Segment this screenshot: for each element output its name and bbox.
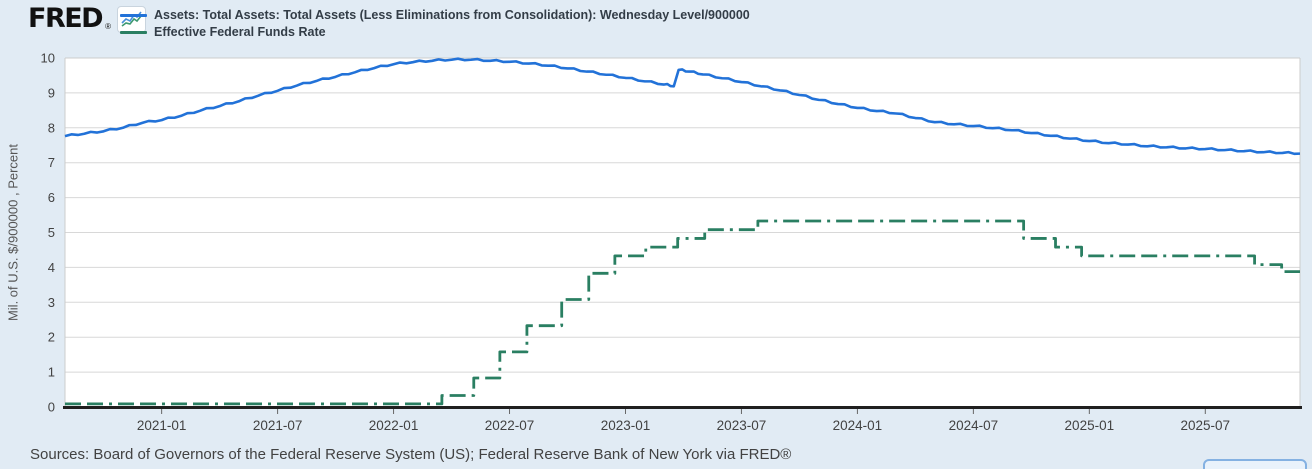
assets-series-label: Assets: Total Assets: Total Assets (Less… xyxy=(154,8,750,22)
sources-note: Sources: Board of Governors of the Feder… xyxy=(30,446,792,463)
registered-trademark: ® xyxy=(105,22,111,31)
x-tick-label: 2021-01 xyxy=(137,418,187,433)
y-tick-label: 3 xyxy=(48,295,55,310)
y-tick-label: 5 xyxy=(48,225,55,240)
chart-legend: Assets: Total Assets: Total Assets (Less… xyxy=(120,8,750,42)
legend-item-effr[interactable]: Effective Federal Funds Rate xyxy=(120,25,750,39)
assets-series-line[interactable] xyxy=(64,57,1301,156)
x-tick-label: 2022-01 xyxy=(369,418,419,433)
assets-series-swatch xyxy=(120,13,147,17)
x-tick-label: 2023-07 xyxy=(717,418,767,433)
y-tick-label: 4 xyxy=(48,260,55,275)
x-tick-label: 2024-07 xyxy=(949,418,999,433)
effr-series-line[interactable] xyxy=(65,219,1300,406)
x-tick-label: 2024-01 xyxy=(833,418,883,433)
y-tick-label: 1 xyxy=(48,365,55,380)
fred-sparkline-icon xyxy=(117,5,146,33)
y-tick-label: 8 xyxy=(48,120,55,135)
partial-corner-button[interactable] xyxy=(1203,459,1307,469)
x-tick-label: 2021-07 xyxy=(253,418,303,433)
y-tick-label: 0 xyxy=(48,400,55,415)
y-tick-label: 6 xyxy=(48,190,55,205)
x-tick-label: 2025-01 xyxy=(1065,418,1115,433)
fred-logo[interactable]: FRED ® xyxy=(28,4,146,34)
y-tick-label: 2 xyxy=(48,330,55,345)
x-tick-label: 2022-07 xyxy=(485,418,535,433)
x-tick-label: 2025-07 xyxy=(1181,418,1231,433)
fred-logo-text: FRED xyxy=(28,3,104,34)
y-tick-label: 10 xyxy=(41,51,55,66)
y-tick-label: 7 xyxy=(48,155,55,170)
y-tick-label: 9 xyxy=(48,85,55,100)
effr-series-swatch xyxy=(120,30,147,34)
legend-item-assets[interactable]: Assets: Total Assets: Total Assets (Less… xyxy=(120,8,750,22)
effr-series-label: Effective Federal Funds Rate xyxy=(154,25,326,39)
x-tick-label: 2023-01 xyxy=(601,418,651,433)
time-series-chart[interactable]: 0 1 2 3 4 5 6 7 8 9 10 2021-01 2021-07 2022-01 2022-07… xyxy=(0,0,1312,445)
